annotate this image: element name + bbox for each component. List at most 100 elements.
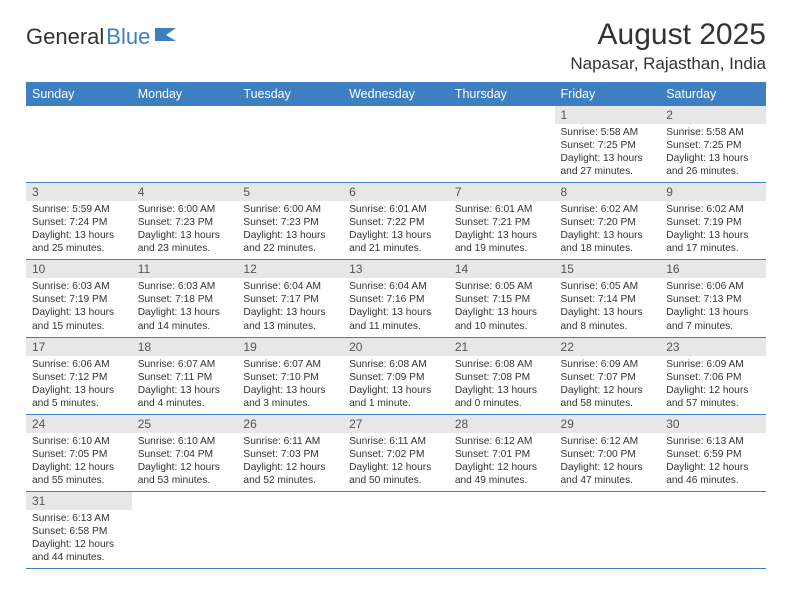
day-number: 22 — [555, 338, 661, 356]
calendar-cell-empty — [343, 106, 449, 183]
day-details: Sunrise: 6:01 AMSunset: 7:21 PMDaylight:… — [449, 201, 555, 259]
day-details: Sunrise: 6:11 AMSunset: 7:02 PMDaylight:… — [343, 433, 449, 491]
day-details: Sunrise: 6:09 AMSunset: 7:06 PMDaylight:… — [660, 356, 766, 414]
day-details: Sunrise: 6:00 AMSunset: 7:23 PMDaylight:… — [237, 201, 343, 259]
calendar-cell: 24Sunrise: 6:10 AMSunset: 7:05 PMDayligh… — [26, 414, 132, 491]
calendar-head: SundayMondayTuesdayWednesdayThursdayFrid… — [26, 82, 766, 106]
day-number: 28 — [449, 415, 555, 433]
calendar-cell: 20Sunrise: 6:08 AMSunset: 7:09 PMDayligh… — [343, 337, 449, 414]
day-number: 27 — [343, 415, 449, 433]
calendar-cell-empty — [660, 491, 766, 568]
calendar-cell: 23Sunrise: 6:09 AMSunset: 7:06 PMDayligh… — [660, 337, 766, 414]
calendar-cell-empty — [343, 491, 449, 568]
day-details: Sunrise: 6:10 AMSunset: 7:04 PMDaylight:… — [132, 433, 238, 491]
day-details: Sunrise: 6:09 AMSunset: 7:07 PMDaylight:… — [555, 356, 661, 414]
logo-text-1: General — [26, 24, 104, 50]
calendar-cell: 21Sunrise: 6:08 AMSunset: 7:08 PMDayligh… — [449, 337, 555, 414]
day-number: 13 — [343, 260, 449, 278]
day-number: 7 — [449, 183, 555, 201]
calendar-cell: 15Sunrise: 6:05 AMSunset: 7:14 PMDayligh… — [555, 260, 661, 337]
weekday-header: Wednesday — [343, 82, 449, 106]
weekday-header: Friday — [555, 82, 661, 106]
day-details: Sunrise: 6:06 AMSunset: 7:12 PMDaylight:… — [26, 356, 132, 414]
day-details: Sunrise: 6:07 AMSunset: 7:11 PMDaylight:… — [132, 356, 238, 414]
calendar-cell-empty — [26, 106, 132, 183]
calendar-cell-empty — [132, 106, 238, 183]
day-number: 1 — [555, 106, 661, 124]
weekday-row: SundayMondayTuesdayWednesdayThursdayFrid… — [26, 82, 766, 106]
day-number: 19 — [237, 338, 343, 356]
calendar-cell: 3Sunrise: 5:59 AMSunset: 7:24 PMDaylight… — [26, 183, 132, 260]
calendar-cell: 4Sunrise: 6:00 AMSunset: 7:23 PMDaylight… — [132, 183, 238, 260]
calendar-cell: 26Sunrise: 6:11 AMSunset: 7:03 PMDayligh… — [237, 414, 343, 491]
calendar-cell: 5Sunrise: 6:00 AMSunset: 7:23 PMDaylight… — [237, 183, 343, 260]
day-number: 10 — [26, 260, 132, 278]
day-details: Sunrise: 6:13 AMSunset: 6:58 PMDaylight:… — [26, 510, 132, 568]
calendar-cell: 14Sunrise: 6:05 AMSunset: 7:15 PMDayligh… — [449, 260, 555, 337]
day-details: Sunrise: 6:05 AMSunset: 7:14 PMDaylight:… — [555, 278, 661, 336]
title-block: August 2025 Napasar, Rajasthan, India — [570, 18, 766, 74]
day-details: Sunrise: 6:08 AMSunset: 7:08 PMDaylight:… — [449, 356, 555, 414]
calendar-cell: 10Sunrise: 6:03 AMSunset: 7:19 PMDayligh… — [26, 260, 132, 337]
day-details: Sunrise: 5:58 AMSunset: 7:25 PMDaylight:… — [555, 124, 661, 182]
calendar-cell-empty — [449, 491, 555, 568]
weekday-header: Saturday — [660, 82, 766, 106]
day-number: 24 — [26, 415, 132, 433]
calendar-cell: 19Sunrise: 6:07 AMSunset: 7:10 PMDayligh… — [237, 337, 343, 414]
day-details: Sunrise: 6:00 AMSunset: 7:23 PMDaylight:… — [132, 201, 238, 259]
day-number: 29 — [555, 415, 661, 433]
calendar-cell: 28Sunrise: 6:12 AMSunset: 7:01 PMDayligh… — [449, 414, 555, 491]
calendar-cell-empty — [132, 491, 238, 568]
day-details: Sunrise: 6:12 AMSunset: 7:01 PMDaylight:… — [449, 433, 555, 491]
day-number: 25 — [132, 415, 238, 433]
calendar-cell: 17Sunrise: 6:06 AMSunset: 7:12 PMDayligh… — [26, 337, 132, 414]
day-details: Sunrise: 6:02 AMSunset: 7:20 PMDaylight:… — [555, 201, 661, 259]
day-details: Sunrise: 6:05 AMSunset: 7:15 PMDaylight:… — [449, 278, 555, 336]
day-details: Sunrise: 6:13 AMSunset: 6:59 PMDaylight:… — [660, 433, 766, 491]
day-number: 12 — [237, 260, 343, 278]
day-number: 11 — [132, 260, 238, 278]
day-details: Sunrise: 6:01 AMSunset: 7:22 PMDaylight:… — [343, 201, 449, 259]
day-details: Sunrise: 6:08 AMSunset: 7:09 PMDaylight:… — [343, 356, 449, 414]
calendar-cell: 6Sunrise: 6:01 AMSunset: 7:22 PMDaylight… — [343, 183, 449, 260]
day-details: Sunrise: 6:02 AMSunset: 7:19 PMDaylight:… — [660, 201, 766, 259]
day-number: 16 — [660, 260, 766, 278]
day-number: 14 — [449, 260, 555, 278]
calendar-cell-empty — [237, 106, 343, 183]
weekday-header: Thursday — [449, 82, 555, 106]
day-details: Sunrise: 6:04 AMSunset: 7:17 PMDaylight:… — [237, 278, 343, 336]
flag-icon — [154, 24, 180, 50]
calendar-cell: 22Sunrise: 6:09 AMSunset: 7:07 PMDayligh… — [555, 337, 661, 414]
day-number: 15 — [555, 260, 661, 278]
day-details: Sunrise: 6:07 AMSunset: 7:10 PMDaylight:… — [237, 356, 343, 414]
calendar-body: 1Sunrise: 5:58 AMSunset: 7:25 PMDaylight… — [26, 106, 766, 569]
calendar-cell: 16Sunrise: 6:06 AMSunset: 7:13 PMDayligh… — [660, 260, 766, 337]
day-number: 18 — [132, 338, 238, 356]
day-details: Sunrise: 6:03 AMSunset: 7:19 PMDaylight:… — [26, 278, 132, 336]
day-details: Sunrise: 6:11 AMSunset: 7:03 PMDaylight:… — [237, 433, 343, 491]
day-number: 9 — [660, 183, 766, 201]
day-details: Sunrise: 6:06 AMSunset: 7:13 PMDaylight:… — [660, 278, 766, 336]
calendar-row: 1Sunrise: 5:58 AMSunset: 7:25 PMDaylight… — [26, 106, 766, 183]
calendar-cell: 12Sunrise: 6:04 AMSunset: 7:17 PMDayligh… — [237, 260, 343, 337]
calendar-cell: 25Sunrise: 6:10 AMSunset: 7:04 PMDayligh… — [132, 414, 238, 491]
calendar-row: 10Sunrise: 6:03 AMSunset: 7:19 PMDayligh… — [26, 260, 766, 337]
calendar-cell: 9Sunrise: 6:02 AMSunset: 7:19 PMDaylight… — [660, 183, 766, 260]
day-details: Sunrise: 5:58 AMSunset: 7:25 PMDaylight:… — [660, 124, 766, 182]
day-number: 21 — [449, 338, 555, 356]
calendar-row: 17Sunrise: 6:06 AMSunset: 7:12 PMDayligh… — [26, 337, 766, 414]
calendar-cell: 7Sunrise: 6:01 AMSunset: 7:21 PMDaylight… — [449, 183, 555, 260]
day-number: 20 — [343, 338, 449, 356]
day-number: 5 — [237, 183, 343, 201]
day-number: 2 — [660, 106, 766, 124]
calendar-cell: 1Sunrise: 5:58 AMSunset: 7:25 PMDaylight… — [555, 106, 661, 183]
day-number: 4 — [132, 183, 238, 201]
weekday-header: Sunday — [26, 82, 132, 106]
calendar-table: SundayMondayTuesdayWednesdayThursdayFrid… — [26, 82, 766, 569]
day-number: 3 — [26, 183, 132, 201]
calendar-page: GeneralBlue August 2025 Napasar, Rajasth… — [0, 0, 792, 587]
calendar-row: 3Sunrise: 5:59 AMSunset: 7:24 PMDaylight… — [26, 183, 766, 260]
day-number: 23 — [660, 338, 766, 356]
logo: GeneralBlue — [26, 18, 180, 50]
page-subtitle: Napasar, Rajasthan, India — [570, 54, 766, 74]
